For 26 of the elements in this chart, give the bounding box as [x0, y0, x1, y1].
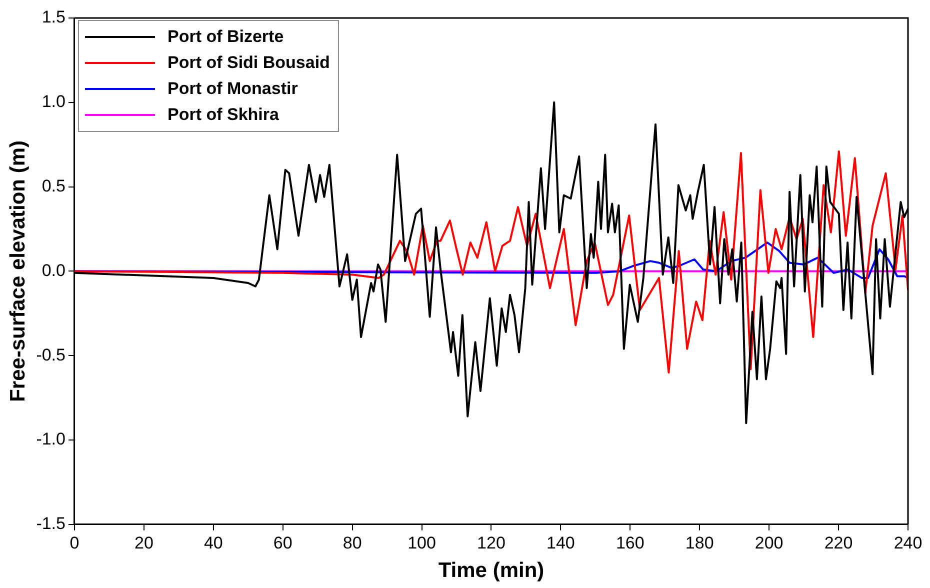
y-tick-label: -0.5	[36, 345, 66, 364]
y-tick-label: 0.5	[42, 176, 66, 196]
x-tick-label: 80	[342, 533, 362, 552]
x-tick-label: 60	[273, 533, 292, 552]
legend-label: Port of Bizerte	[167, 27, 284, 47]
x-axis-title: Time (min)	[438, 559, 544, 582]
x-tick-label: 20	[134, 533, 154, 552]
x-tick-label: 160	[616, 533, 644, 552]
x-tick-label: 240	[894, 533, 922, 552]
x-tick-label: 140	[546, 533, 575, 552]
x-tick-label: 120	[477, 533, 506, 552]
legend-label: Port of Skhira	[167, 105, 279, 125]
y-tick-label: 1.0	[42, 92, 66, 112]
legend-label: Port of Sidi Bousaid	[167, 53, 330, 73]
x-tick-label: 180	[685, 533, 714, 552]
x-tick-label: 40	[204, 533, 223, 552]
x-tick-label: 220	[824, 533, 853, 552]
y-tick-label: 0.0	[42, 260, 66, 280]
x-tick-label: 0	[70, 533, 80, 552]
y-tick-label: -1.5	[36, 514, 66, 534]
y-axis-title: Free-surface elevation (m)	[6, 140, 30, 402]
legend-label: Port of Monastir	[167, 79, 298, 99]
y-tick-label: -1.0	[36, 430, 66, 449]
x-tick-label: 200	[754, 533, 784, 552]
y-tick-label: 1.5	[42, 8, 66, 27]
x-tick-label: 100	[408, 533, 436, 552]
